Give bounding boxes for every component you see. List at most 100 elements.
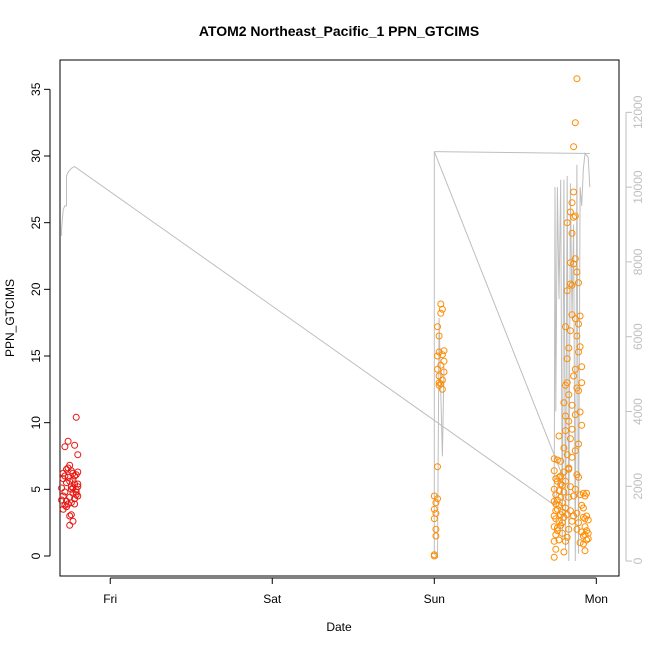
data-point-series-2 [432,532,440,540]
data-point-series-1 [74,483,82,491]
data-point-series-1 [69,517,77,525]
data-point-series-2 [566,327,574,335]
data-point-series-2 [552,475,560,483]
data-point-series-1 [59,475,67,483]
data-point-series-2 [434,365,441,373]
data-point-series-2 [566,280,574,288]
data-point-series-2 [438,351,446,359]
data-point-series-2 [550,467,558,475]
y2-tick-label: 12000 [631,95,645,129]
data-point-series-2 [440,368,448,376]
data-point-series-2 [550,553,558,561]
data-point-series-1 [69,476,77,484]
data-point-series-2 [575,320,582,328]
data-point-series-2 [432,499,440,507]
data-point-series-2 [583,489,591,497]
data-point-series-2 [583,536,591,544]
data-point-series-2 [578,421,586,429]
data-point-series-2 [566,435,574,443]
data-point-series-1 [66,477,74,485]
data-point-series-2 [579,504,587,512]
y2-tick-label: 2000 [631,473,645,500]
data-point-series-2 [575,440,582,448]
x-axis: Fri Sat Sun Mon [103,577,608,606]
data-point-series-1 [74,451,82,459]
y-tick-label: 15 [29,349,43,363]
data-point-series-2 [438,385,446,393]
data-point-series-2 [435,332,443,340]
data-point-series-2 [581,547,589,555]
data-point-series-2 [558,519,566,527]
data-point-series-2 [552,507,560,515]
data-point-series-2 [568,425,576,433]
data-point-series-2 [576,491,584,499]
x-tick-label: Sun [424,592,445,606]
data-point-series-1 [61,443,69,451]
data-point-series-2 [573,332,581,340]
altitude-line-layer [61,151,591,562]
data-point-series-2 [568,229,576,237]
data-point-series-2 [562,477,569,485]
data-point-series-2 [555,536,563,544]
data-point-series-1 [66,512,74,520]
data-point-series-2 [576,539,584,547]
data-point-series-2 [568,401,576,409]
data-point-series-2 [557,457,565,465]
data-point-series-2 [584,535,592,543]
data-point-series-2 [568,281,576,289]
data-point-series-2 [575,473,582,481]
data-point-series-2 [570,372,578,380]
y2-tick-label: 0 [631,557,645,564]
data-point-series-1 [72,491,80,499]
data-point-series-2 [562,412,569,420]
data-point-series-2 [568,517,576,525]
data-point-series-2 [570,492,578,500]
data-point-series-2 [565,525,573,533]
data-point-series-2 [571,365,579,373]
y-tick-label: 30 [29,149,43,163]
data-point-series-2 [440,347,448,355]
data-point-series-1 [74,480,82,488]
data-point-series-2 [571,485,579,493]
data-point-series-2 [570,143,578,151]
data-point-series-1 [69,484,77,492]
y2-tick-label: 4000 [631,398,645,425]
data-point-series-2 [434,352,441,360]
data-point-series-2 [558,529,566,537]
data-point-series-2 [555,517,563,525]
data-point-series-2 [578,363,586,371]
data-point-series-2 [553,456,561,464]
data-point-series-2 [573,268,581,276]
data-point-series-2 [570,188,578,196]
data-point-series-2 [571,255,579,263]
y-tick-label: 5 [29,486,43,493]
data-point-series-2 [584,516,592,524]
data-point-series-2 [566,208,574,216]
data-point-series-2 [552,531,560,539]
data-point-series-2 [563,379,571,387]
points-layer [58,75,592,561]
data-point-series-2 [573,75,581,83]
data-point-series-2 [576,408,584,416]
data-point-series-1 [64,437,72,445]
data-point-series-2 [550,537,558,545]
data-point-series-2 [571,119,579,127]
y-tick-label: 25 [29,216,43,230]
data-point-series-2 [575,519,582,527]
data-point-series-2 [562,537,569,545]
data-point-series-2 [562,323,569,331]
y-axis-left: 0 5 10 15 20 25 30 35 [29,82,51,559]
altitude-line-top-link [434,151,590,154]
data-point-series-2 [563,287,571,295]
data-point-series-2 [432,509,440,517]
data-point-series-2 [571,447,579,455]
data-point-series-1 [61,488,69,496]
data-point-series-1 [59,492,67,500]
data-point-series-2 [563,355,571,363]
data-point-series-2 [552,545,560,553]
data-point-series-1 [67,485,75,493]
data-point-series-1 [74,468,82,476]
data-point-series-2 [434,495,441,503]
y-tick-label: 20 [29,282,43,296]
y2-tick-label: 8000 [631,248,645,275]
